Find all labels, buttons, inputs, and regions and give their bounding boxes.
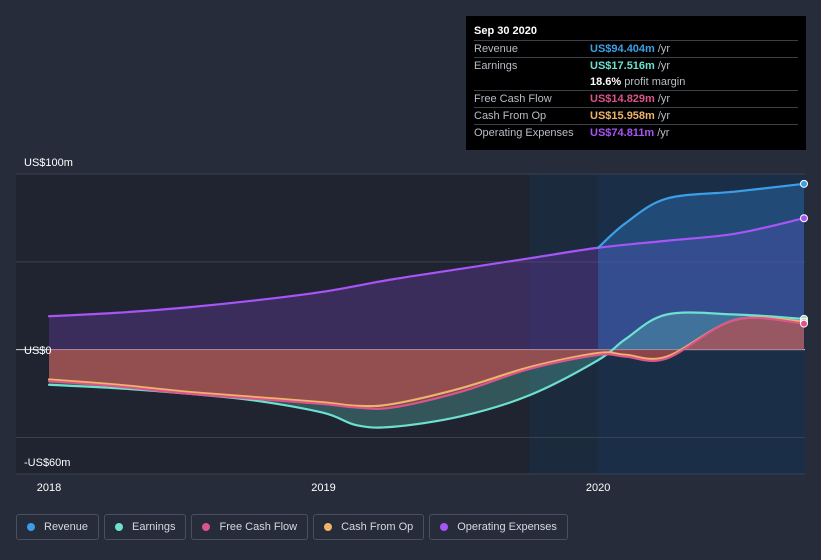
legend: Revenue Earnings Free Cash Flow Cash From O… <box>16 514 573 542</box>
tooltip-row-unit: /yr <box>657 42 671 55</box>
legend-item-earnings[interactable]: Earnings <box>104 514 187 540</box>
tooltip-row: Revenue US$94.404m/yr <box>474 40 798 57</box>
tooltip-row-label: Cash From Op <box>474 110 547 123</box>
chart-canvas: US$100m US$0 -US$60m 2018 2019 2020 <box>16 157 808 494</box>
legend-item-free-cash-flow[interactable]: Free Cash Flow <box>191 514 309 540</box>
legend-label: Earnings <box>132 521 176 533</box>
y-tick-label: -US$60m <box>24 457 70 469</box>
legend-label: Free Cash Flow <box>219 521 298 533</box>
tooltip-rows: Revenue US$94.404m/yr Earnings US$17.516m/y… <box>474 40 798 141</box>
tooltip-row-value: 18.6% <box>590 75 622 88</box>
legend-dot-icon <box>27 523 35 531</box>
tooltip-row-unit: /yr <box>657 126 670 139</box>
tooltip-row: Free Cash Flow US$14.829m/yr <box>474 90 798 107</box>
tooltip-row-label: Free Cash Flow <box>474 93 552 106</box>
tooltip-row-label: Earnings <box>474 59 518 72</box>
tooltip-row: Cash From Op US$15.958m/yr <box>474 107 798 124</box>
end-marker-revenue <box>800 179 808 188</box>
x-tick-label: 2020 <box>586 482 610 494</box>
legend-item-revenue[interactable]: Revenue <box>16 514 100 540</box>
axis-labels: US$100m US$0 -US$60m 2018 2019 2020 <box>24 157 610 494</box>
tooltip-row-value: US$17.516m <box>590 59 655 72</box>
legend-item-operating-expenses[interactable]: Operating Expenses <box>429 514 568 540</box>
tooltip-row-unit: profit margin <box>624 75 686 88</box>
y-tick-label: US$100m <box>24 157 73 169</box>
legend-label: Operating Expenses <box>457 521 557 533</box>
tooltip-row: Operating Expenses US$74.811m/yr <box>474 123 798 141</box>
tooltip-row-label: Revenue <box>474 42 519 55</box>
legend-dot-icon <box>440 523 449 531</box>
area-free-cash-flow <box>49 317 804 409</box>
legend-dot-icon <box>324 523 333 531</box>
series-areas <box>49 183 804 428</box>
tooltip-row-label: Operating Expenses <box>474 126 574 139</box>
end-marker-free-cash-flow <box>800 319 808 328</box>
legend-dot-icon <box>115 523 124 531</box>
area-operating-expenses <box>49 218 804 350</box>
tooltip-row-value: US$15.958m <box>590 110 655 123</box>
tooltip-row-value: US$74.811m <box>590 126 655 139</box>
tooltip-row-value: US$14.829m <box>590 93 655 106</box>
tooltip-date: Sep 30 2020 <box>474 25 537 37</box>
legend-label: Cash From Op <box>341 521 414 533</box>
series-lines <box>47 182 806 429</box>
tooltip-row: 18.6% profit margin <box>474 74 798 91</box>
tooltip-row-unit: /yr <box>657 93 671 106</box>
line-operating-expenses <box>47 217 806 318</box>
tooltip-row: Earnings US$17.516m/yr <box>474 56 798 74</box>
end-marker-operating-expenses <box>800 214 808 223</box>
legend-label: Revenue <box>44 521 89 533</box>
x-tick-label: 2019 <box>311 482 335 494</box>
tooltip-row-unit: /yr <box>657 110 671 123</box>
line-free-cash-flow <box>47 316 806 410</box>
tooltip-panel: Sep 30 2020 Revenue US$94.404m/yr Earnings… <box>466 16 806 150</box>
area-revenue <box>598 183 804 350</box>
legend-item-cash-from-op[interactable]: Cash From Op <box>313 514 425 540</box>
line-revenue <box>596 182 806 249</box>
y-tick-label: US$0 <box>24 345 52 357</box>
tooltip-row-unit: /yr <box>657 59 671 72</box>
line-cash-from-op <box>47 316 806 408</box>
x-tick-label: 2018 <box>37 482 61 494</box>
legend-dot-icon <box>202 523 211 531</box>
series-end-markers <box>800 179 808 328</box>
tooltip-row-value: US$94.404m <box>590 42 655 55</box>
